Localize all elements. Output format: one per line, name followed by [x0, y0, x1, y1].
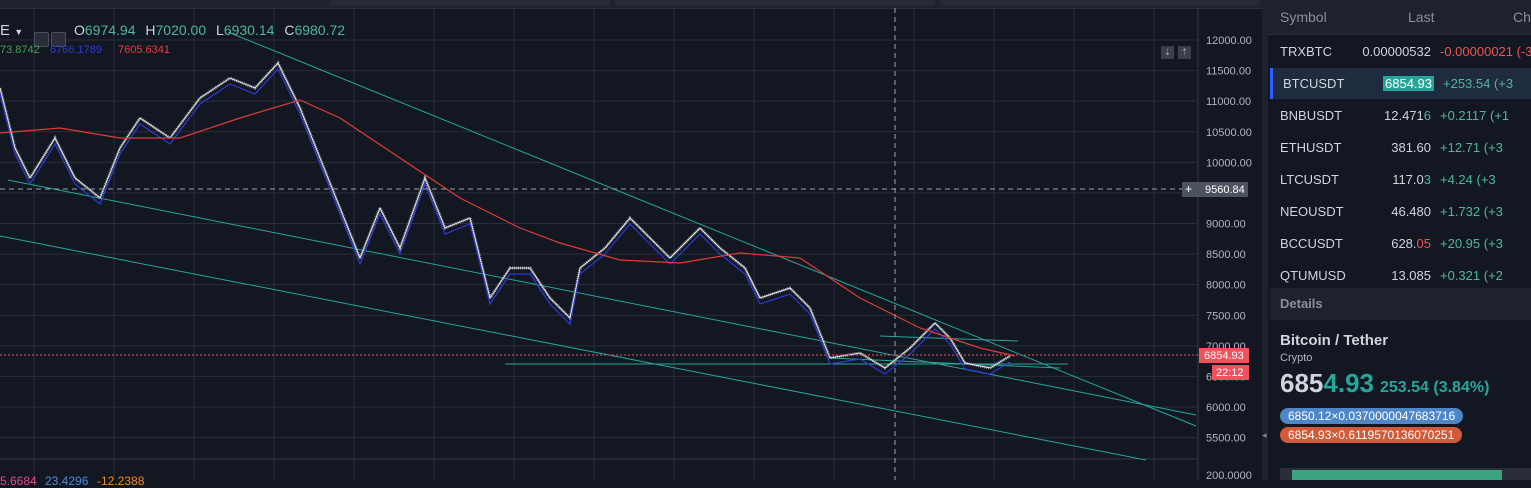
- crosshair-plus-icon[interactable]: +: [1185, 182, 1192, 196]
- trend-line[interactable]: [829, 357, 1061, 369]
- bid-badge: 6850.12×0.0370000047683716: [1280, 408, 1464, 424]
- price-tick-label: 5500.00: [1206, 433, 1246, 445]
- coin-price: 6854.93 253.54 (3.84%): [1280, 368, 1490, 398]
- price-chart[interactable]: 12000.00 11500.00 11000.00 10500.00 10000.00…: [0, 8, 1262, 488]
- watchlist-row-ltcusdt[interactable]: LTCUSDT 117.03 +4.24 (+3: [1270, 164, 1531, 195]
- coin-change: 253.54 (3.84%): [1380, 379, 1490, 396]
- watchlist-row-bccusdt[interactable]: BCCUSDT 628.05 +20.95 (+3: [1270, 228, 1531, 259]
- row-change: +0.2117 (+1: [1440, 108, 1510, 123]
- countdown-label: 22:12: [1216, 367, 1244, 379]
- row-last: 628.05: [1391, 236, 1431, 251]
- coin-category: Crypto: [1280, 352, 1313, 364]
- row-change: +0.321 (+2: [1440, 268, 1503, 283]
- trend-line[interactable]: [227, 31, 1197, 427]
- indicator-value-1: 5.6684: [0, 474, 37, 488]
- row-last: 381.60: [1391, 140, 1431, 155]
- ma-value-green: 73.8742: [0, 44, 40, 56]
- countdown-label-bg: [1212, 365, 1249, 380]
- indicator-value-2: 23.4296: [45, 474, 89, 488]
- row-last: 6854.93: [1383, 76, 1434, 91]
- price-tick-label: 200.0000: [1206, 470, 1252, 480]
- price-tick-label: 11500.00: [1206, 66, 1251, 78]
- ask-badge: 6854.93×0.6119570136070251: [1280, 427, 1463, 443]
- last-price-label: 6854.93: [1204, 350, 1244, 362]
- price-tick-label: 10500.00: [1206, 127, 1252, 139]
- watchlist-row-bnbusdt[interactable]: BNBUSDT 12.4716 +0.2117 (+1: [1270, 100, 1531, 131]
- price-tick-label: 9000.00: [1206, 219, 1246, 231]
- row-symbol: BNBUSDT: [1280, 108, 1343, 123]
- chart-canvas[interactable]: 12000.00 11500.00 11000.00 10500.00 10000.00…: [0, 8, 1262, 480]
- ema-slow-line: [0, 99, 1016, 357]
- ma-value-red: 7605.6341: [118, 44, 170, 56]
- row-change: +4.24 (+3: [1440, 172, 1496, 187]
- crosshair-price-label: 9560.84: [1205, 184, 1245, 196]
- price-tick-label: 12000.00: [1206, 35, 1252, 47]
- symbol-selector[interactable]: E ▼: [0, 22, 24, 39]
- crosshair-label-bg: [1182, 182, 1248, 197]
- row-change: +253.54 (+3: [1443, 76, 1514, 91]
- ma-value-blue: 6766.1789: [50, 44, 102, 56]
- row-last: 0.00000532: [1362, 44, 1431, 59]
- price-tick-label: 10000.00: [1206, 157, 1252, 169]
- row-symbol: BTCUSDT: [1283, 76, 1345, 91]
- price-tick-label: 6000.00: [1206, 402, 1246, 414]
- buy-sell-ratio-bar: [1280, 468, 1531, 480]
- scroll-up-icon[interactable]: ⇡: [1178, 46, 1191, 59]
- row-symbol: ETHUSDT: [1280, 140, 1342, 155]
- chevron-down-icon: ▼: [14, 27, 24, 37]
- row-change: +12.71 (+3: [1440, 140, 1503, 155]
- row-symbol: NEOUSDT: [1280, 204, 1344, 219]
- row-last: 13.085: [1391, 268, 1431, 283]
- price-tick-label: 8000.00: [1206, 280, 1246, 292]
- candles-series: [0, 60, 1011, 370]
- price-tick-label: 8500.00: [1206, 249, 1246, 261]
- row-change: +20.95 (+3: [1440, 236, 1503, 251]
- last-price-label-bg: [1199, 348, 1249, 363]
- gear-icon[interactable]: [51, 32, 66, 47]
- watchlist-row-neousdt[interactable]: NEOUSDT 46.480 +1.732 (+3: [1270, 196, 1531, 227]
- watchlist-row-btcusdt[interactable]: BTCUSDT 6854.93 +253.54 (+3: [1270, 68, 1531, 99]
- ohlc-legend: O6974.94 H7020.00 L6930.14 C6980.72: [74, 22, 346, 38]
- top-toolbar: [0, 0, 1262, 9]
- row-change: +1.732 (+3: [1440, 204, 1503, 219]
- indicator-value-3: -12.2388: [97, 474, 145, 488]
- settings-icon[interactable]: [34, 32, 49, 47]
- ema-fast-line: [0, 67, 1011, 375]
- coin-name: Bitcoin / Tether: [1280, 332, 1389, 349]
- panel-splitter[interactable]: ◂: [1262, 0, 1268, 480]
- toolbar-segment[interactable]: [615, 0, 935, 6]
- col-symbol[interactable]: Symbol: [1280, 9, 1327, 25]
- row-last: 12.4716: [1384, 108, 1431, 123]
- price-tick-label: 7500.00: [1206, 310, 1246, 322]
- watchlist-row-trxbtc[interactable]: TRXBTC 0.00000532 -0.00000021 (-3: [1270, 36, 1531, 67]
- row-symbol: TRXBTC: [1280, 44, 1332, 59]
- trend-line[interactable]: [0, 235, 1147, 461]
- row-symbol: QTUMUSD: [1280, 268, 1346, 283]
- watchlist-header: Symbol Last Chg: [1268, 0, 1531, 35]
- candles-outline: [0, 62, 1011, 369]
- col-last[interactable]: Last: [1408, 9, 1435, 25]
- scroll-down-icon[interactable]: ⇣: [1161, 46, 1174, 59]
- trend-line[interactable]: [7, 179, 1197, 416]
- row-symbol: LTCUSDT: [1280, 172, 1339, 187]
- buy-ratio-fill: [1292, 470, 1502, 480]
- toolbar-segment[interactable]: [940, 0, 1260, 6]
- watchlist-panel: Symbol Last Chg TRXBTC 0.00000532 -0.00000…: [1268, 0, 1531, 480]
- watchlist-row-qtumusd[interactable]: QTUMUSD 13.085 +0.321 (+2: [1270, 260, 1531, 291]
- row-last: 117.03: [1392, 172, 1431, 187]
- price-tick-label: 11000.00: [1206, 96, 1251, 108]
- collapse-arrow-icon[interactable]: ◂: [1262, 430, 1267, 440]
- watchlist-row-ethusdt[interactable]: ETHUSDT 381.60 +12.71 (+3: [1270, 132, 1531, 163]
- row-last: 46.480: [1391, 204, 1431, 219]
- row-symbol: BCCUSDT: [1280, 236, 1343, 251]
- row-change: -0.00000021 (-3: [1440, 44, 1531, 59]
- toolbar-segment[interactable]: [330, 0, 610, 6]
- details-header[interactable]: Details: [1270, 288, 1531, 320]
- col-change[interactable]: Chg: [1513, 9, 1531, 25]
